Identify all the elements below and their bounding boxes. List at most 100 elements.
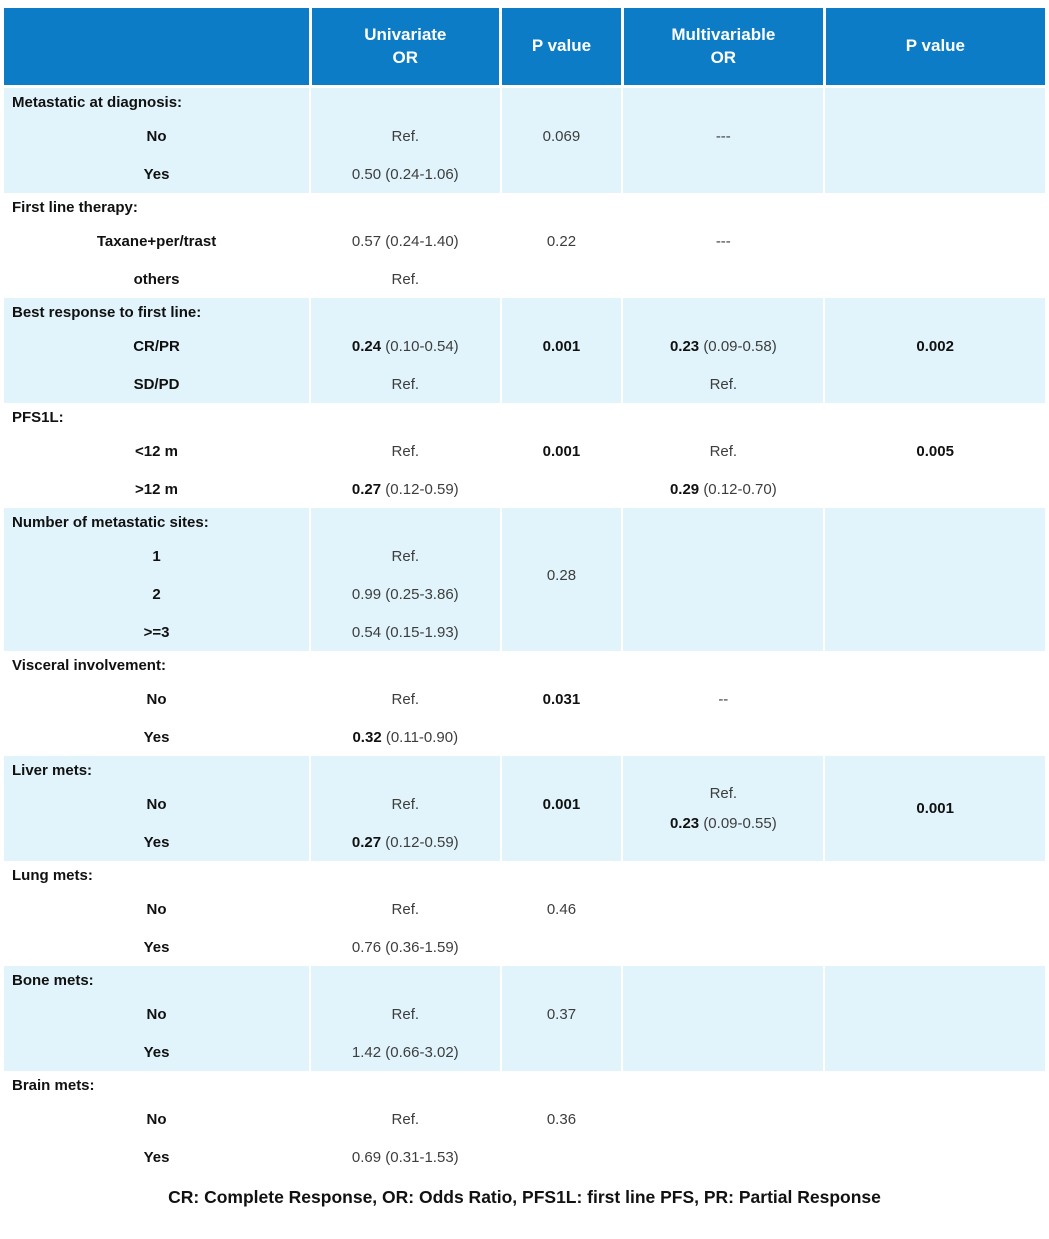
univariate-or-cell: Ref. bbox=[309, 432, 501, 470]
table-row: No Ref. 0.069 --- bbox=[4, 117, 1045, 155]
pvalue-cell bbox=[823, 995, 1045, 1033]
row-label: <12 m bbox=[135, 442, 178, 460]
univariate-or-cell: 0.54 (0.15-1.93) bbox=[309, 613, 501, 651]
row-label: 1 bbox=[4, 537, 311, 575]
pvalue-cell bbox=[823, 1100, 1045, 1138]
row-label: Yes bbox=[143, 728, 170, 746]
univariate-or-cell: 0.99 (0.25-3.86) bbox=[309, 575, 501, 613]
section-title: Best response to first line: bbox=[4, 298, 311, 327]
multivariable-or-cell bbox=[621, 260, 825, 298]
pvalue-cell: 0.46 bbox=[499, 890, 623, 928]
row-label: >=3 bbox=[4, 613, 311, 651]
row-label: others bbox=[133, 270, 180, 288]
pvalue-cell: 0.37 bbox=[499, 995, 623, 1033]
pvalue-cell: 0.001 bbox=[499, 327, 623, 365]
pvalue-cell bbox=[823, 260, 1045, 298]
univariate-or-cell: Ref. bbox=[309, 260, 501, 298]
univariate-or-cell: 0.32 (0.11-0.90) bbox=[309, 718, 501, 756]
multivariable-or-cell: --- bbox=[621, 222, 825, 260]
section-liver-mets: Liver mets: Ref. 0.23 (0.09-0.55) 0.001 … bbox=[4, 756, 1045, 861]
row-label: CR/PR bbox=[4, 327, 311, 365]
section-title: PFS1L: bbox=[12, 409, 64, 426]
section-title-row: Metastatic at diagnosis: bbox=[4, 86, 1045, 117]
pvalue-cell: 0.005 bbox=[823, 432, 1045, 470]
univariate-or-cell: 0.76 (0.36-1.59) bbox=[309, 928, 501, 966]
multivariable-or-line: 0.23 (0.09-0.55) bbox=[669, 814, 777, 832]
table-row: No Ref. 0.37 bbox=[4, 995, 1045, 1033]
section-title: Bone mets: bbox=[4, 966, 311, 995]
univariate-or-cell: 1.42 (0.66-3.02) bbox=[309, 1033, 501, 1071]
table-row: Yes 1.42 (0.66-3.02) bbox=[4, 1033, 1045, 1071]
multivariable-or-cell-spanning: Ref. 0.23 (0.09-0.55) bbox=[621, 756, 825, 861]
row-label: Yes bbox=[4, 155, 311, 193]
table-row: No Ref. 0.36 bbox=[4, 1100, 1045, 1138]
multivariable-or-cell bbox=[621, 1100, 825, 1138]
section-title: First line therapy: bbox=[12, 199, 138, 216]
univariate-or-cell: Ref. bbox=[309, 785, 501, 823]
row-label: Yes bbox=[143, 938, 170, 956]
table-row: Yes 0.50 (0.24-1.06) bbox=[4, 155, 1045, 193]
pvalue-cell bbox=[823, 117, 1045, 155]
univariate-or-cell: Ref. bbox=[309, 365, 501, 403]
univariate-or-cell: Ref. bbox=[309, 995, 501, 1033]
section-title-row: Lung mets: bbox=[4, 861, 1045, 890]
row-label: Yes bbox=[4, 1033, 311, 1071]
row-label: No bbox=[146, 900, 167, 918]
pvalue-cell bbox=[823, 613, 1045, 651]
pvalue-cell bbox=[499, 470, 623, 508]
pvalue-cell bbox=[823, 155, 1045, 193]
abbreviations-footnote: CR: Complete Response, OR: Odds Ratio, P… bbox=[168, 1187, 881, 1207]
multivariable-or-cell bbox=[621, 575, 825, 613]
pvalue-cell bbox=[823, 928, 1045, 966]
column-header-pvalue-2: P value bbox=[822, 8, 1045, 88]
pvalue-cell bbox=[823, 718, 1045, 756]
table-row: No Ref. 0.031 -- bbox=[4, 680, 1045, 718]
univariate-or-cell: Ref. bbox=[309, 1100, 501, 1138]
multivariable-or-cell bbox=[621, 995, 825, 1033]
pvalue-cell-spanning: 0.001 bbox=[823, 756, 1045, 861]
multivariable-or-cell bbox=[621, 155, 825, 193]
section-title-row: Number of metastatic sites: bbox=[4, 508, 1045, 537]
table-row: No Ref. 0.001 bbox=[4, 785, 1045, 823]
pvalue-cell: 0.002 bbox=[823, 327, 1045, 365]
section-title-row: Best response to first line: bbox=[4, 298, 1045, 327]
odds-ratio-table: Univariate OR P value Multivariable OR P… bbox=[4, 8, 1045, 1176]
section-best-response: Best response to first line: CR/PR 0.24 … bbox=[4, 298, 1045, 403]
table-row: 2 0.99 (0.25-3.86) bbox=[4, 575, 1045, 613]
section-first-line-therapy: First line therapy: Taxane+per/trast 0.5… bbox=[4, 193, 1045, 298]
pvalue-cell bbox=[499, 823, 623, 861]
pvalue-cell bbox=[499, 928, 623, 966]
pvalue-cell bbox=[823, 890, 1045, 928]
section-title-row: Liver mets: Ref. 0.23 (0.09-0.55) 0.001 bbox=[4, 756, 1045, 861]
section-title-row: Brain mets: bbox=[4, 1071, 1045, 1100]
multivariable-or-cell: 0.29 (0.12-0.70) bbox=[621, 470, 825, 508]
pvalue-cell bbox=[823, 1138, 1045, 1176]
pvalue-cell bbox=[499, 718, 623, 756]
section-title-row: First line therapy: bbox=[4, 193, 1045, 222]
row-label: Yes bbox=[4, 823, 311, 861]
pvalue-cell bbox=[499, 613, 623, 651]
table-row: >=3 0.54 (0.15-1.93) bbox=[4, 613, 1045, 651]
univariate-or-cell: Ref. bbox=[309, 680, 501, 718]
multivariable-or-cell bbox=[621, 718, 825, 756]
section-title: Brain mets: bbox=[12, 1077, 95, 1094]
table-row: SD/PD Ref. Ref. bbox=[4, 365, 1045, 403]
multivariable-or-cell: --- bbox=[621, 117, 825, 155]
section-title: Visceral involvement: bbox=[12, 657, 166, 674]
pvalue-cell: 0.22 bbox=[499, 222, 623, 260]
pvalue-cell bbox=[823, 680, 1045, 718]
univariate-or-cell: Ref. bbox=[309, 890, 501, 928]
section-title: Lung mets: bbox=[12, 867, 93, 884]
univariate-or-cell: Ref. bbox=[309, 117, 501, 155]
section-lung-mets: Lung mets: No Ref. 0.46 Yes 0.76 (0.36-1… bbox=[4, 861, 1045, 966]
section-bone-mets: Bone mets: No Ref. 0.37 Yes 1.42 (0.66-3… bbox=[4, 966, 1045, 1071]
multivariable-or-cell bbox=[621, 928, 825, 966]
pvalue-cell bbox=[499, 1033, 623, 1071]
pvalue-cell bbox=[823, 537, 1045, 575]
multivariable-or-cell bbox=[621, 613, 825, 651]
row-label: Taxane+per/trast bbox=[96, 232, 217, 250]
pvalue-cell bbox=[499, 365, 623, 403]
section-title: Metastatic at diagnosis: bbox=[4, 86, 311, 117]
section-title-row: Bone mets: bbox=[4, 966, 1045, 995]
multivariable-or-cell bbox=[621, 1033, 825, 1071]
